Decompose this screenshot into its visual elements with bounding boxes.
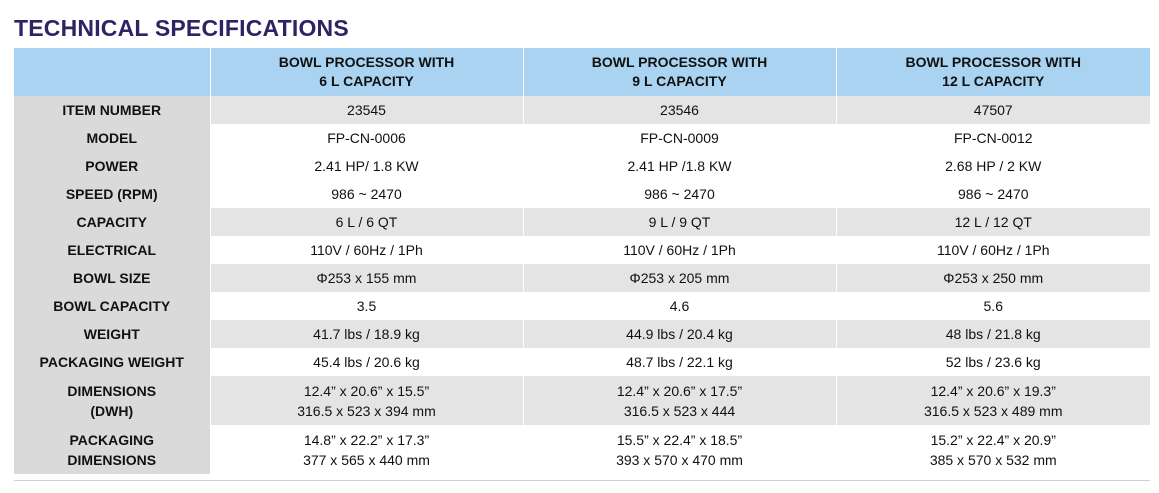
table-cell: 45.4 lbs / 20.6 kg [209,348,523,376]
cell-line2: 377 x 565 x 440 mm [303,451,430,468]
table-cell: Φ253 x 250 mm [835,264,1150,292]
column-header-12l: BOWL PROCESSOR WITH 12 L CAPACITY [835,48,1150,96]
row-label: BOWL SIZE [14,264,210,292]
cell-line2: 316.5 x 523 x 489 mm [923,402,1063,419]
row-label: CAPACITY [14,208,210,236]
table-cell: 48.7 lbs / 22.1 kg [522,348,836,376]
table-row-item-number: ITEM NUMBER 23545 23546 47507 [14,96,1150,124]
table-row-power: POWER 2.41 HP/ 1.8 KW 2.41 HP /1.8 KW 2.… [14,152,1150,180]
table-row-dimensions: DIMENSIONS (DWH) 12.4” x 20.6” x 15.5” 3… [14,376,1150,425]
table-cell: 52 lbs / 23.6 kg [835,348,1150,376]
table-cell: 110V / 60Hz / 1Ph [835,236,1150,264]
table-row-speed: SPEED (RPM) 986 ~ 2470 986 ~ 2470 986 ~ … [14,180,1150,208]
row-label: DIMENSIONS (DWH) [14,376,210,425]
spec-table: BOWL PROCESSOR WITH 6 L CAPACITY BOWL PR… [14,48,1150,474]
table-cell: 23545 [209,96,523,124]
table-row-electrical: ELECTRICAL 110V / 60Hz / 1Ph 110V / 60Hz… [14,236,1150,264]
row-label: SPEED (RPM) [14,180,210,208]
table-cell: 47507 [835,96,1150,124]
column-header-line1: BOWL PROCESSOR WITH [591,54,768,70]
table-cell: Φ253 x 155 mm [209,264,523,292]
table-cell: 2.41 HP /1.8 KW [522,152,836,180]
table-row-capacity: CAPACITY 6 L / 6 QT 9 L / 9 QT 12 L / 12… [14,208,1150,236]
row-label: MODEL [14,124,210,152]
bottom-rule [14,480,1150,481]
table-row-weight: WEIGHT 41.7 lbs / 18.9 kg 44.9 lbs / 20.… [14,320,1150,348]
cell-line1: 14.8” x 22.2” x 17.3” [303,431,430,448]
table-cell: FP-CN-0006 [209,124,523,152]
column-header-line2: 12 L CAPACITY [942,73,1045,89]
cell-line1: 12.4” x 20.6” x 15.5” [303,382,430,399]
table-cell: Φ253 x 205 mm [522,264,836,292]
cell-line2: 385 x 570 x 532 mm [929,451,1057,468]
table-cell: 12.4” x 20.6” x 15.5” 316.5 x 523 x 394 … [209,376,523,425]
row-label: ELECTRICAL [14,236,210,264]
table-cell: 12 L / 12 QT [835,208,1150,236]
table-cell: 9 L / 9 QT [522,208,836,236]
table-cell: 110V / 60Hz / 1Ph [522,236,836,264]
cell-line2: 316.5 x 523 x 394 mm [297,402,436,419]
page-title: TECHNICAL SPECIFICATIONS [14,15,349,41]
table-cell: 12.4” x 20.6” x 19.3” 316.5 x 523 x 489 … [835,376,1150,425]
table-cell: FP-CN-0012 [835,124,1150,152]
table-cell: 14.8” x 22.2” x 17.3” 377 x 565 x 440 mm [209,425,523,474]
table-row-bowl-size: BOWL SIZE Φ253 x 155 mm Φ253 x 205 mm Φ2… [14,264,1150,292]
table-cell: 48 lbs / 21.8 kg [835,320,1150,348]
table-row-packaging-dimensions: PACKAGING DIMENSIONS 14.8” x 22.2” x 17.… [14,425,1150,474]
row-label-line1: PACKAGING [69,431,155,448]
row-label: ITEM NUMBER [14,96,210,124]
cell-line1: 12.4” x 20.6” x 17.5” [616,382,743,399]
table-cell: 110V / 60Hz / 1Ph [209,236,523,264]
row-label-line2: (DWH) [90,402,134,419]
header-corner [14,48,210,96]
row-label: PACKAGING WEIGHT [14,348,210,376]
column-header-line1: BOWL PROCESSOR WITH [278,54,455,70]
table-row-bowl-capacity: BOWL CAPACITY 3.5 4.6 5.6 [14,292,1150,320]
table-row-model: MODEL FP-CN-0006 FP-CN-0009 FP-CN-0012 [14,124,1150,152]
row-label: POWER [14,152,210,180]
row-label-line1: DIMENSIONS [67,382,157,399]
row-label-line2: DIMENSIONS [67,451,157,468]
table-cell: 986 ~ 2470 [522,180,836,208]
cell-line1: 12.4” x 20.6” x 19.3” [930,382,1056,399]
cell-line2: 393 x 570 x 470 mm [616,451,743,468]
table-cell: 986 ~ 2470 [209,180,523,208]
table-cell: 4.6 [522,292,836,320]
table-cell: 5.6 [835,292,1150,320]
table-cell: 15.2” x 22.4” x 20.9” 385 x 570 x 532 mm [835,425,1150,474]
table-cell: 2.68 HP / 2 KW [835,152,1150,180]
table-cell: 3.5 [209,292,523,320]
cell-line1: 15.5” x 22.4” x 18.5” [616,431,743,448]
table-cell: 986 ~ 2470 [835,180,1150,208]
column-header-line2: 9 L CAPACITY [632,73,727,89]
table-cell: 15.5” x 22.4” x 18.5” 393 x 570 x 470 mm [522,425,836,474]
row-label: WEIGHT [14,320,210,348]
table-cell: 2.41 HP/ 1.8 KW [209,152,523,180]
column-header-6l: BOWL PROCESSOR WITH 6 L CAPACITY [209,48,523,96]
cell-line2: 316.5 x 523 x 444 [623,402,736,419]
table-cell: 44.9 lbs / 20.4 kg [522,320,836,348]
table-cell: FP-CN-0009 [522,124,836,152]
table-cell: 41.7 lbs / 18.9 kg [209,320,523,348]
table-cell: 12.4” x 20.6” x 17.5” 316.5 x 523 x 444 [522,376,836,425]
column-header-line1: BOWL PROCESSOR WITH [905,54,1082,70]
table-cell: 6 L / 6 QT [209,208,523,236]
table-row-packaging-weight: PACKAGING WEIGHT 45.4 lbs / 20.6 kg 48.7… [14,348,1150,376]
row-label: BOWL CAPACITY [14,292,210,320]
table-cell: 23546 [522,96,836,124]
header-row: BOWL PROCESSOR WITH 6 L CAPACITY BOWL PR… [14,48,1150,96]
column-header-9l: BOWL PROCESSOR WITH 9 L CAPACITY [522,48,836,96]
cell-line1: 15.2” x 22.4” x 20.9” [930,431,1056,448]
column-header-line2: 6 L CAPACITY [319,73,414,89]
row-label: PACKAGING DIMENSIONS [14,425,210,474]
